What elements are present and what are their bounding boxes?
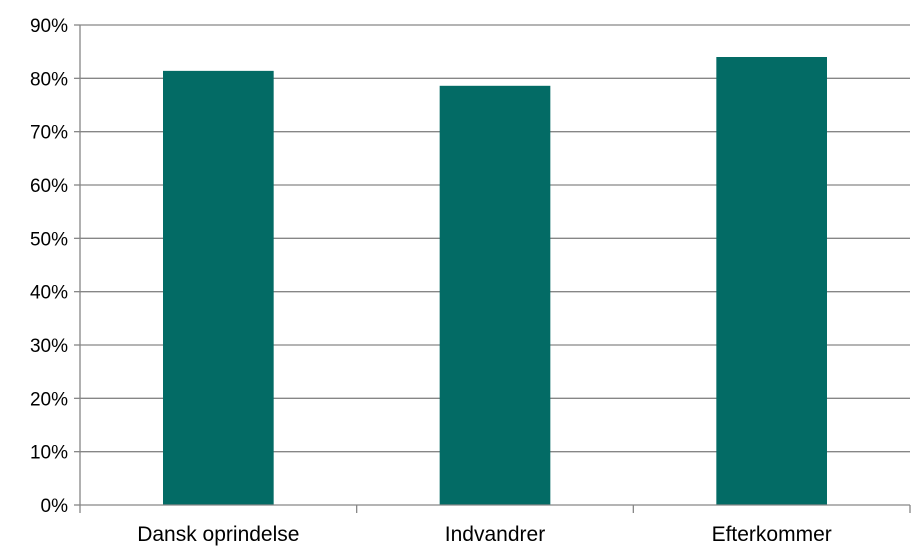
y-tick-label: 70% [30, 123, 68, 144]
bar-indvandrer [439, 85, 551, 506]
y-tick-label: 80% [30, 69, 68, 90]
y-tick-label: 0% [41, 496, 69, 517]
x-category-label: Indvandrer [445, 523, 545, 546]
bars [163, 57, 827, 506]
x-category-label: Efterkommer [712, 523, 832, 546]
bar-dansk-oprindelse [163, 70, 274, 505]
axes [74, 24, 911, 513]
y-tick-label: 30% [30, 336, 68, 357]
y-tick-label: 40% [30, 283, 68, 304]
y-tick-label: 20% [30, 389, 68, 410]
y-tick-label: 60% [30, 176, 68, 197]
y-tick-labels: 0% 10% 20% 30% 40% 50% 60% 70% 80% 90% [30, 16, 68, 517]
x-category-label: Dansk oprindelse [137, 523, 299, 546]
y-tick-label: 50% [30, 229, 68, 250]
x-category-labels: Dansk oprindelse Indvandrer Efterkommer [137, 523, 832, 546]
y-tick-label: 10% [30, 443, 68, 464]
y-tick-label: 90% [30, 16, 68, 37]
bar-efterkommer [716, 57, 827, 505]
